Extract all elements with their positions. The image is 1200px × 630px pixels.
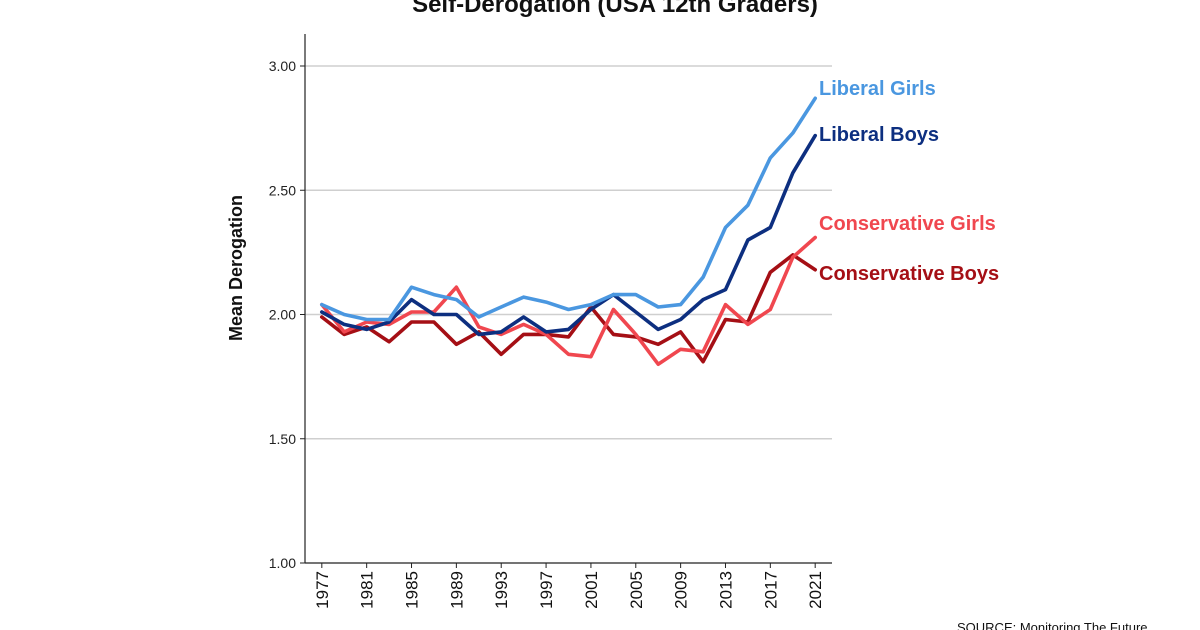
x-tick-label: 2013 xyxy=(716,571,735,609)
source-note: SOURCE: Monitoring The Future xyxy=(957,620,1148,630)
x-tick-label: 2009 xyxy=(672,571,691,609)
legend-label-liberal-girls: Liberal Girls xyxy=(819,78,936,100)
y-ticks: 1.00 1.50 2.00 2.50 3.00 xyxy=(269,58,305,571)
legend-label-conservative-girls: Conservative Girls xyxy=(819,213,996,235)
legend-labels: Liberal Girls Liberal Boys Conservative Gi… xyxy=(819,78,999,285)
series-lines xyxy=(319,96,818,367)
series-line-conservative-girls xyxy=(319,235,818,367)
y-tick-label: 1.00 xyxy=(269,555,296,571)
x-tick-label: 1997 xyxy=(537,571,556,609)
x-tick-label: 1985 xyxy=(403,571,422,609)
x-tick-label: 2021 xyxy=(806,571,825,609)
series-line-liberal-boys xyxy=(319,133,818,337)
x-tick-label: 1977 xyxy=(313,571,332,609)
chart-title: Self-Derogation (USA 12th Graders) xyxy=(412,0,818,18)
y-tick-label: 3.00 xyxy=(269,58,296,74)
grid-lines xyxy=(305,65,832,440)
x-ticks: 1977 1981 1985 1989 1993 1997 2001 2005 2009 2013… xyxy=(313,563,825,609)
x-tick-label: 2001 xyxy=(582,571,601,609)
x-tick-label: 2017 xyxy=(761,571,780,609)
y-tick-label: 2.00 xyxy=(269,307,296,323)
y-axis-label: Mean Derogation xyxy=(226,195,246,341)
series-line-liberal-girls xyxy=(319,96,818,322)
axes xyxy=(304,34,832,564)
x-tick-label: 2005 xyxy=(627,571,646,609)
x-tick-label: 1993 xyxy=(492,571,511,609)
x-tick-label: 1981 xyxy=(358,571,377,609)
series-line-conservative-boys xyxy=(319,253,818,364)
y-tick-label: 2.50 xyxy=(269,182,296,198)
x-tick-label: 1989 xyxy=(447,571,466,609)
y-tick-label: 1.50 xyxy=(269,431,296,447)
legend-label-conservative-boys: Conservative Boys xyxy=(819,263,999,285)
legend-label-liberal-boys: Liberal Boys xyxy=(819,124,939,146)
